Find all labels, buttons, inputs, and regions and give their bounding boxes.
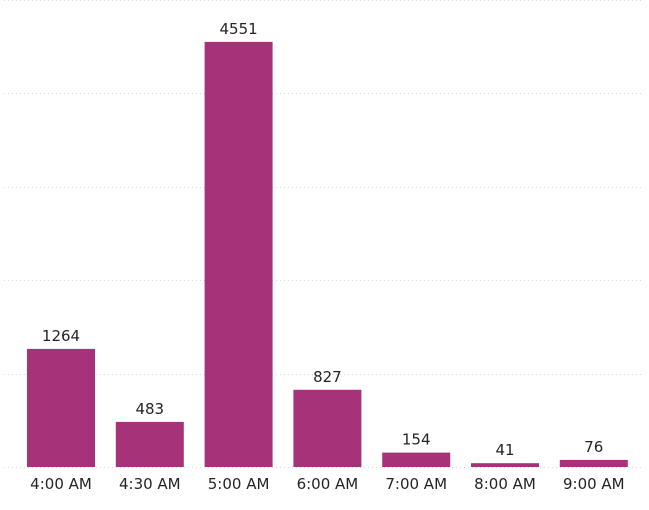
x-tick-label: 5:00 AM [208,475,270,493]
gridlines [4,0,644,468]
data-label: 76 [584,438,603,456]
data-label: 827 [313,368,342,386]
bar[interactable] [293,389,362,467]
bar[interactable] [115,421,184,467]
bar[interactable] [559,459,628,467]
bar[interactable] [471,463,539,467]
data-label: 154 [402,431,431,449]
x-tick-label: 6:00 AM [297,475,359,493]
x-axis-tick-labels: 4:00 AM 4:30 AM 5:00 AM 6:00 AM 7:00 AM 8:00 … [30,475,624,493]
data-label: 41 [495,441,514,459]
data-label: 483 [135,400,164,418]
x-tick-label: 9:00 AM [563,475,625,493]
bar[interactable] [382,452,451,467]
bar[interactable] [27,348,95,467]
data-label: 1264 [42,327,80,345]
data-label: 4551 [220,20,258,38]
bars [27,41,628,468]
x-tick-label: 4:00 AM [30,475,92,493]
x-tick-label: 7:00 AM [385,475,447,493]
x-tick-label: 4:30 AM [119,475,181,493]
data-labels: 1264 483 4551 827 154 41 76 [42,20,603,459]
bar[interactable] [204,41,273,468]
x-tick-label: 8:00 AM [474,475,536,493]
